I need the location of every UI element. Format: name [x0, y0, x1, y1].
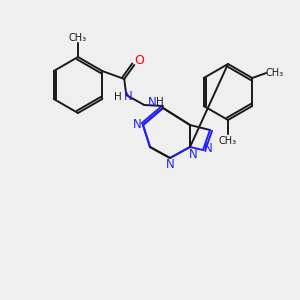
- Text: H: H: [156, 97, 164, 107]
- Text: CH₃: CH₃: [265, 68, 283, 78]
- Text: N: N: [124, 91, 133, 103]
- Text: N: N: [204, 142, 212, 154]
- Text: CH₃: CH₃: [219, 136, 237, 146]
- Text: CH₃: CH₃: [69, 33, 87, 43]
- Text: H: H: [114, 92, 122, 102]
- Text: O: O: [134, 55, 144, 68]
- Text: N: N: [148, 95, 157, 109]
- Text: N: N: [166, 158, 174, 172]
- Text: N: N: [133, 118, 141, 131]
- Text: N: N: [189, 148, 197, 161]
